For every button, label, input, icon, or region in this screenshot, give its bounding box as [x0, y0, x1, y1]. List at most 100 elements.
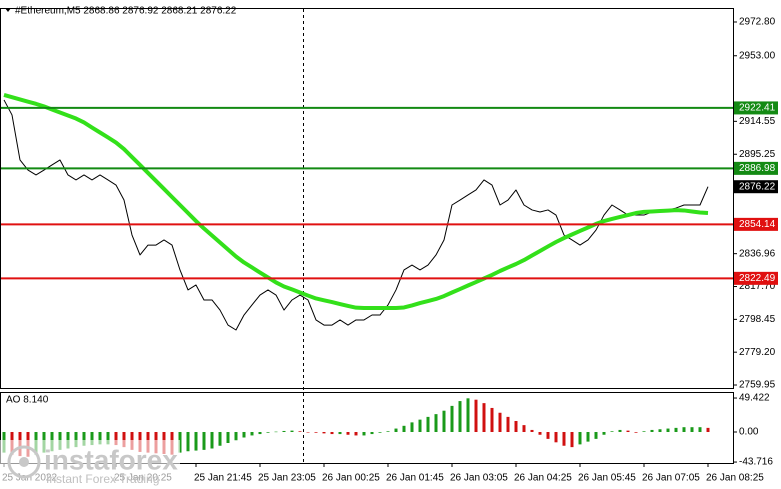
y-tick-label: 2798.45	[739, 314, 776, 325]
last-price-label: 2876.22	[739, 181, 776, 192]
ao-bar	[442, 410, 446, 433]
ao-bar	[122, 432, 126, 448]
ao-bar	[298, 431, 302, 433]
ao-bar	[594, 432, 598, 439]
x-tick-label: 26 Jan 08:25	[706, 473, 764, 484]
y-tick-label: 2895.25	[739, 149, 776, 160]
ao-bar	[546, 432, 550, 439]
y-tick-label: 2914.55	[739, 116, 776, 127]
ao-bar	[218, 432, 222, 446]
level-tag	[734, 217, 778, 231]
price-line	[3, 99, 709, 331]
ao-bar	[266, 432, 270, 433]
ao-bar	[234, 432, 238, 441]
ao-bar	[378, 432, 382, 433]
ao-bar	[602, 432, 606, 435]
level-tag	[734, 101, 778, 115]
ao-bar	[618, 429, 622, 433]
main-panel-frame	[0, 8, 734, 389]
y-tick-label: 2972.80	[739, 17, 776, 28]
watermark-brand: instaforex	[44, 444, 178, 475]
watermark: instaforex Instant Forex Trading	[0, 440, 180, 486]
y-tick-label: -43.716	[739, 457, 773, 468]
ao-panel-frame	[0, 392, 734, 464]
last-price-tag	[734, 180, 778, 194]
ao-bar	[106, 432, 110, 445]
ao-bar	[490, 407, 494, 433]
ao-bar	[250, 432, 254, 436]
x-tick-label: 26 Jan 04:25	[514, 473, 572, 484]
ao-bar	[370, 432, 374, 435]
level-tag-label: 2854.14	[739, 219, 776, 230]
ao-bar	[634, 432, 638, 433]
ao-bar	[562, 432, 566, 446]
ao-bar	[434, 414, 438, 433]
x-tick-label: 26 Jan 07:05	[642, 473, 700, 484]
ao-bar	[418, 419, 422, 433]
y-tick-label: 0.00	[739, 427, 759, 438]
watermark-logo	[7, 445, 41, 479]
ao-bar	[706, 427, 710, 433]
ao-bar	[322, 432, 326, 434]
ao-bar	[346, 432, 350, 435]
ao-bar	[362, 432, 366, 436]
ao-bar	[626, 430, 630, 433]
ao-bar	[514, 421, 518, 433]
level-tag-label: 2922.41	[739, 103, 776, 114]
ao-bar	[114, 432, 118, 446]
ao-bar	[642, 431, 646, 433]
ao-bar	[258, 432, 262, 435]
y-tick-label: 2759.95	[739, 380, 776, 391]
ao-bar	[274, 431, 278, 433]
watermark-slogan: Instant Forex Trading	[46, 472, 159, 486]
ao-bar	[530, 429, 534, 433]
ao-bar	[314, 432, 318, 433]
title-arrow	[5, 8, 11, 12]
y-tick-label: 2817.70	[739, 281, 776, 292]
ao-bar	[290, 430, 294, 433]
ao-bar	[354, 432, 358, 436]
x-tick-label: 25 Jan 23:05	[258, 473, 316, 484]
ao-bar	[482, 403, 486, 433]
ao-bar	[578, 432, 582, 445]
ao-bar	[650, 429, 654, 433]
ao-bar	[402, 425, 406, 433]
y-tick-label: 2953.00	[739, 50, 776, 61]
ao-bar	[338, 432, 342, 435]
ao-bar	[394, 428, 398, 433]
ao-bar	[682, 427, 686, 433]
ao-bar	[538, 432, 542, 435]
ao-bar	[426, 416, 430, 433]
ao-bar	[610, 431, 614, 433]
ao-bar	[74, 432, 78, 448]
ao-bar	[282, 430, 286, 433]
ao-title: AO 8.140	[6, 395, 49, 406]
watermark-logo-dot	[19, 457, 29, 467]
level-tag	[734, 271, 778, 285]
ao-bar	[570, 432, 574, 448]
ao-bar	[674, 427, 678, 433]
price-line	[3, 93, 709, 311]
level-tag	[734, 161, 778, 175]
ao-bar	[466, 398, 470, 433]
x-tick-label: 26 Jan 01:45	[386, 473, 444, 484]
chart-title: #Ethereum,M5 2868.86 2876.92 2868.21 287…	[15, 6, 237, 17]
ao-bar	[330, 432, 334, 435]
ao-bar	[450, 405, 454, 433]
ao-bar	[98, 432, 102, 445]
x-tick-label: 25 Jan 21:45	[194, 473, 252, 484]
ao-bar	[202, 432, 206, 450]
x-tick-label: 26 Jan 03:05	[450, 473, 508, 484]
ao-bar	[506, 416, 510, 433]
ao-bar	[698, 427, 702, 433]
ao-bar	[458, 401, 462, 433]
ao-bar	[186, 432, 190, 452]
y-tick-label: 2779.20	[739, 347, 776, 358]
ao-bar	[90, 432, 94, 446]
level-tag-label: 2822.49	[739, 273, 776, 284]
ao-bar	[522, 425, 526, 433]
x-tick-label: 26 Jan 05:45	[578, 473, 636, 484]
ao-bar	[242, 432, 246, 438]
y-tick-label: 2836.96	[739, 248, 776, 259]
